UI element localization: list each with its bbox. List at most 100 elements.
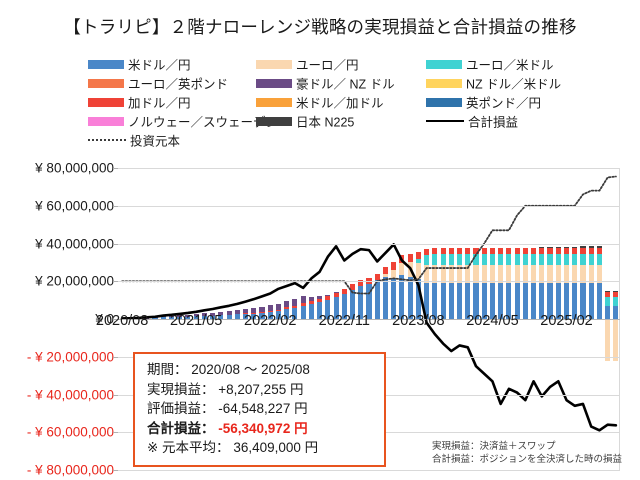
bar-segment xyxy=(489,253,495,266)
legend-item[interactable]: 日本 N225 xyxy=(256,114,354,131)
bar-stack[interactable] xyxy=(498,168,504,470)
bar-stack[interactable] xyxy=(547,168,553,470)
principal-line xyxy=(121,175,617,295)
bar-stack[interactable] xyxy=(193,168,199,470)
bar-stack[interactable] xyxy=(432,168,438,470)
bar-segment xyxy=(588,283,594,319)
bar-stack[interactable] xyxy=(341,168,347,470)
bar-stack[interactable] xyxy=(251,168,257,470)
legend-item[interactable]: ノルウェー／スウェーデン xyxy=(88,114,278,131)
bar-segment xyxy=(275,310,282,319)
legend-item[interactable]: 米ドル／円 xyxy=(88,57,191,74)
bar-segment xyxy=(415,258,421,264)
bar-stack[interactable] xyxy=(259,168,265,470)
legend-item[interactable]: 豪ドル／ NZ ドル xyxy=(256,76,395,93)
bar-stack[interactable] xyxy=(522,168,528,470)
legend-item[interactable]: ユーロ／米ドル xyxy=(426,57,554,74)
bar-segment xyxy=(588,247,594,254)
bar-stack[interactable] xyxy=(605,168,611,470)
info-principal-value: 36,409,000 円 xyxy=(233,440,319,455)
bar-stack[interactable] xyxy=(465,168,471,470)
bar-segment xyxy=(596,247,602,254)
bar-stack[interactable] xyxy=(325,168,331,470)
bar-segment xyxy=(391,262,397,270)
bar-stack[interactable] xyxy=(374,168,380,470)
bar-stack[interactable] xyxy=(531,168,537,470)
bar-stack[interactable] xyxy=(177,168,183,470)
legend-item-label: 合計損益 xyxy=(468,115,519,130)
bar-segment xyxy=(605,290,611,292)
bar-stack[interactable] xyxy=(415,168,421,470)
bar-stack[interactable] xyxy=(448,168,454,470)
y-axis-label: - ¥ 60,000,000 xyxy=(26,424,114,440)
bar-stack[interactable] xyxy=(284,168,290,470)
bar-stack[interactable] xyxy=(580,168,586,470)
bar-segment xyxy=(300,305,306,319)
legend-item[interactable]: 合計損益 xyxy=(426,114,518,131)
bar-stack[interactable] xyxy=(481,168,487,470)
bar-stack[interactable] xyxy=(267,168,273,470)
bar-segment xyxy=(415,251,421,259)
info-total-label: 合計損益： xyxy=(147,420,215,436)
bar-stack[interactable] xyxy=(473,168,479,470)
bar-segment xyxy=(522,247,528,254)
bar-stack[interactable] xyxy=(308,168,314,470)
y-axis-label: ¥ 20,000,000 xyxy=(35,273,114,289)
bar-stack[interactable] xyxy=(201,168,207,470)
bar-stack[interactable] xyxy=(317,168,323,470)
bar-stack[interactable] xyxy=(358,168,364,470)
bar-stack[interactable] xyxy=(292,168,298,470)
bar-segment xyxy=(382,276,388,319)
bar-segment xyxy=(432,253,438,266)
bar-segment xyxy=(275,303,282,310)
bar-stack[interactable] xyxy=(366,168,372,470)
bar-stack[interactable] xyxy=(514,168,520,470)
bar-stack[interactable] xyxy=(489,168,495,470)
bar-stack[interactable] xyxy=(563,168,570,470)
bar-stack[interactable] xyxy=(243,168,249,470)
bar-stack[interactable] xyxy=(506,168,512,470)
bar-stack[interactable] xyxy=(456,168,463,470)
bar-stack[interactable] xyxy=(160,168,166,470)
bar-stack[interactable] xyxy=(555,168,561,470)
legend-item[interactable]: 英ポンド／円 xyxy=(426,95,541,112)
bar-segment xyxy=(605,319,611,361)
legend-item[interactable]: ユーロ／英ポンド xyxy=(88,76,228,93)
legend-item[interactable]: 加ドル／円 xyxy=(88,95,191,112)
bar-stack[interactable] xyxy=(572,168,578,470)
bar-stack[interactable] xyxy=(168,168,175,470)
bar-stack[interactable] xyxy=(613,168,619,470)
bar-stack[interactable] xyxy=(218,168,224,470)
bar-stack[interactable] xyxy=(333,168,339,470)
bar-stack[interactable] xyxy=(210,168,216,470)
x-axis-label: 2021/05 xyxy=(169,313,223,329)
x-axis-label: 2020/08 xyxy=(95,313,149,329)
bar-stack[interactable] xyxy=(226,168,232,470)
bar-segment xyxy=(308,301,314,304)
legend-item[interactable]: 米ドル／加ドル xyxy=(256,95,384,112)
bar-segment xyxy=(325,300,331,319)
legend-item[interactable]: NZ ドル／米ドル xyxy=(426,76,561,93)
bar-segment xyxy=(498,265,504,284)
bar-stack[interactable] xyxy=(234,168,240,470)
bar-stack[interactable] xyxy=(440,168,446,470)
legend-item[interactable]: ユーロ／円 xyxy=(256,57,359,74)
bar-stack[interactable] xyxy=(300,168,306,470)
bar-stack[interactable] xyxy=(185,168,191,470)
legend-item[interactable]: 投資元本 xyxy=(88,133,180,150)
bar-stack[interactable] xyxy=(275,168,282,470)
bar-stack[interactable] xyxy=(539,168,545,470)
bar-stack[interactable] xyxy=(424,168,430,470)
bar-stack[interactable] xyxy=(382,168,388,470)
info-valuation: 評価損益： -64,548,227 円 xyxy=(147,399,374,419)
legend-swatch-icon xyxy=(88,60,124,70)
bar-stack[interactable] xyxy=(588,168,594,470)
bar-stack[interactable] xyxy=(391,168,397,470)
bar-segment xyxy=(489,283,495,319)
bar-stack[interactable] xyxy=(349,168,356,470)
bar-segment xyxy=(259,311,265,313)
bar-stack[interactable] xyxy=(596,168,602,470)
bar-segment xyxy=(456,265,463,284)
bar-segment xyxy=(465,247,471,254)
legend-swatch-icon xyxy=(88,117,124,127)
